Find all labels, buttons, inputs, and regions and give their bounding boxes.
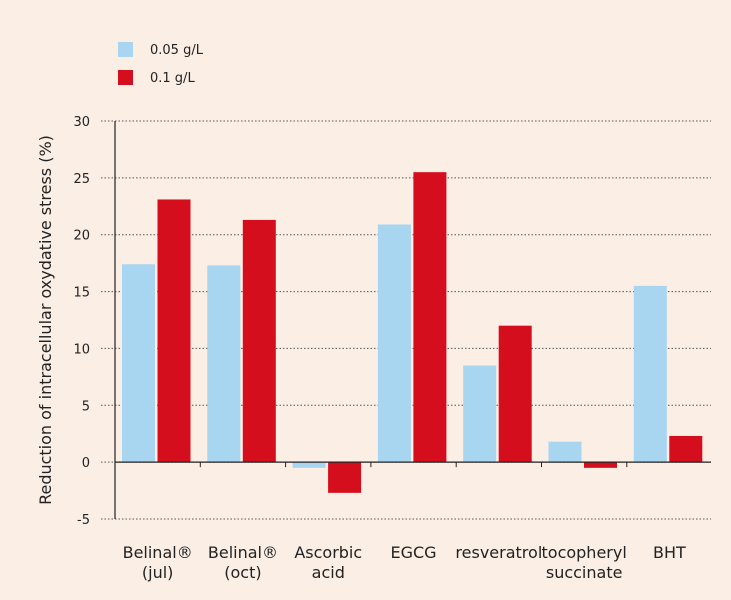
category-label: succinate: [546, 563, 623, 582]
bar-series2: [157, 199, 191, 463]
bar-series2: [584, 462, 617, 468]
legend: 0.05 g/L 0.1 g/L: [118, 42, 204, 86]
bar-series1: [548, 441, 582, 463]
category-label: Belinal®: [208, 543, 278, 562]
bar-series1: [207, 265, 241, 463]
bar-series1: [463, 365, 497, 463]
y-tick-label: 0: [82, 456, 90, 471]
category-label: tocopheryl: [542, 543, 627, 562]
category-label: Belinal®: [123, 543, 193, 562]
category-label: BHT: [653, 543, 686, 562]
bar-series2: [242, 219, 276, 463]
y-tick-label: 25: [73, 172, 90, 187]
bar-series1: [377, 224, 411, 463]
y-tick-label: 5: [82, 399, 90, 414]
legend-swatch: [118, 42, 133, 57]
bar-series2: [498, 325, 532, 463]
axes: [114, 121, 711, 519]
legend-label: 0.1 g/L: [150, 71, 195, 86]
category-label: (jul): [142, 563, 174, 582]
bar-series1: [122, 264, 155, 463]
category-label: EGCG: [391, 543, 437, 562]
bar-series1: [292, 462, 326, 468]
legend-swatch: [118, 70, 133, 85]
bars: [122, 172, 703, 493]
bar-series2: [328, 462, 362, 493]
bar-series2: [413, 172, 447, 463]
category-label: acid: [312, 563, 345, 582]
y-tick-label: 30: [73, 115, 90, 130]
bar-series1: [633, 285, 667, 463]
y-tick-label: 15: [73, 286, 90, 301]
category-label: resveratrol: [455, 543, 542, 562]
category-label: (oct): [224, 563, 261, 582]
bar-series2: [669, 435, 703, 463]
y-tick-label: 20: [73, 229, 90, 244]
legend-label: 0.05 g/L: [150, 43, 204, 58]
labels: -5051015202530Belinal®(jul)Belinal®(oct)…: [36, 115, 686, 582]
category-label: Ascorbic: [294, 543, 362, 562]
y-tick-label: -5: [77, 513, 90, 528]
y-axis-title: Reduction of intracellular oxydative str…: [36, 135, 55, 505]
y-tick-label: 10: [73, 342, 90, 357]
